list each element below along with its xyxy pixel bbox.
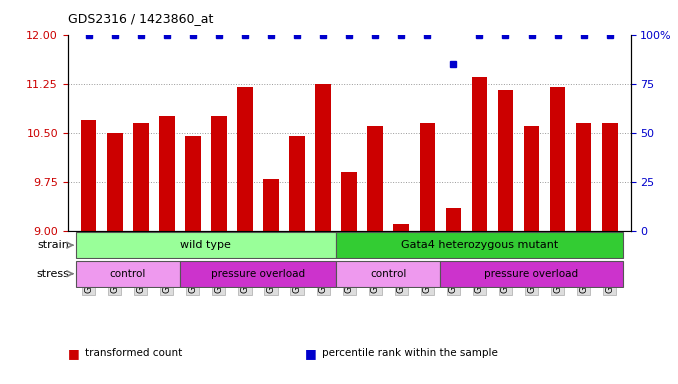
Bar [237, 87, 253, 231]
FancyBboxPatch shape [336, 232, 622, 258]
Bar [523, 126, 540, 231]
Bar [133, 123, 148, 231]
FancyBboxPatch shape [336, 261, 440, 286]
Bar [420, 123, 435, 231]
Bar [315, 84, 331, 231]
Bar [107, 133, 123, 231]
FancyBboxPatch shape [440, 261, 622, 286]
Bar [472, 77, 487, 231]
FancyBboxPatch shape [76, 232, 336, 258]
Text: Gata4 heterozygous mutant: Gata4 heterozygous mutant [401, 240, 558, 250]
Bar [602, 123, 618, 231]
Text: ■: ■ [68, 347, 79, 360]
Bar [211, 116, 226, 231]
Bar [81, 120, 96, 231]
Bar [185, 136, 201, 231]
Text: control: control [110, 269, 146, 279]
Text: pressure overload: pressure overload [485, 269, 578, 279]
Text: stress: stress [36, 269, 69, 279]
Bar [550, 87, 565, 231]
Bar [498, 90, 513, 231]
Text: transformed count: transformed count [85, 348, 182, 358]
Bar [445, 208, 461, 231]
Bar [159, 116, 175, 231]
FancyBboxPatch shape [180, 261, 336, 286]
Bar [367, 126, 383, 231]
Bar [393, 224, 409, 231]
Bar [341, 172, 357, 231]
Text: pressure overload: pressure overload [211, 269, 305, 279]
Bar [576, 123, 591, 231]
Bar [290, 136, 305, 231]
Text: ■: ■ [305, 347, 317, 360]
Text: control: control [370, 269, 406, 279]
Text: wild type: wild type [180, 240, 231, 250]
FancyBboxPatch shape [76, 261, 180, 286]
Text: strain: strain [37, 240, 69, 250]
Text: GDS2316 / 1423860_at: GDS2316 / 1423860_at [68, 12, 213, 25]
Bar [263, 179, 279, 231]
Text: percentile rank within the sample: percentile rank within the sample [322, 348, 498, 358]
